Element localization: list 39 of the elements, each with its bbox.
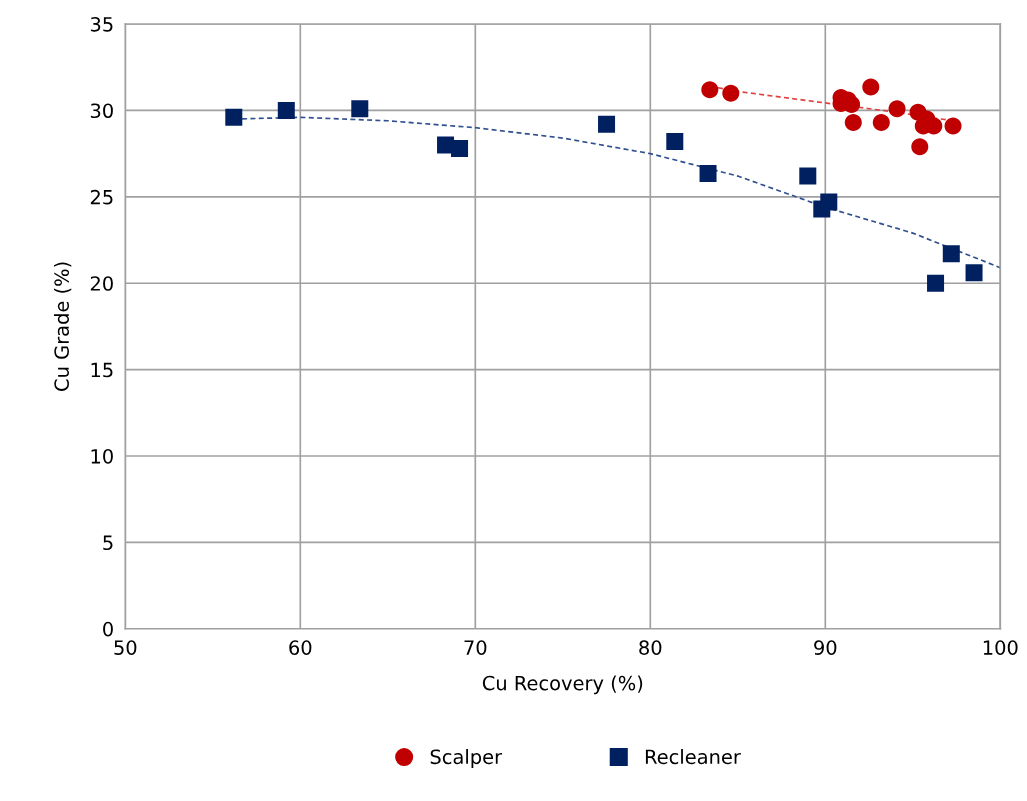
point xyxy=(944,117,962,135)
y-axis-title: Cu Grade (%) xyxy=(53,262,72,391)
x-tick-label: 100 xyxy=(983,640,1018,655)
point xyxy=(598,115,616,133)
x-tick-label: 80 xyxy=(639,640,662,655)
y-tick-label: 20 xyxy=(90,276,113,291)
y-tick-label: 25 xyxy=(90,189,113,205)
point xyxy=(451,139,469,157)
point xyxy=(843,95,861,113)
point xyxy=(701,81,719,99)
point xyxy=(799,167,817,185)
y-tick-label: 10 xyxy=(91,448,113,464)
x-tick-label: 90 xyxy=(814,640,837,655)
x-tick-label: 60 xyxy=(289,640,312,655)
x-tick-label: 50 xyxy=(114,640,137,655)
point xyxy=(911,138,929,156)
point xyxy=(927,274,945,292)
point xyxy=(872,114,890,132)
point xyxy=(888,100,906,118)
point xyxy=(699,164,717,182)
y-tick-label: 35 xyxy=(90,16,113,32)
point xyxy=(225,108,243,126)
x-axis-title: Cu Recovery (%) xyxy=(482,675,643,695)
legend-label: Recleaner xyxy=(645,749,741,765)
point xyxy=(942,245,960,263)
y-tick-label: 0 xyxy=(103,621,113,637)
y-tick-label: 5 xyxy=(103,535,113,551)
legend-label: Scalper xyxy=(430,749,503,768)
point xyxy=(666,133,684,151)
y-tick-label: 30 xyxy=(90,103,113,119)
point xyxy=(862,78,880,96)
y-tick-label: 15 xyxy=(91,362,113,378)
point xyxy=(722,84,740,102)
x-tick-label: 70 xyxy=(464,640,487,655)
point xyxy=(965,264,983,282)
point xyxy=(351,100,369,118)
point xyxy=(844,114,862,132)
point xyxy=(820,193,838,211)
point xyxy=(277,101,295,119)
